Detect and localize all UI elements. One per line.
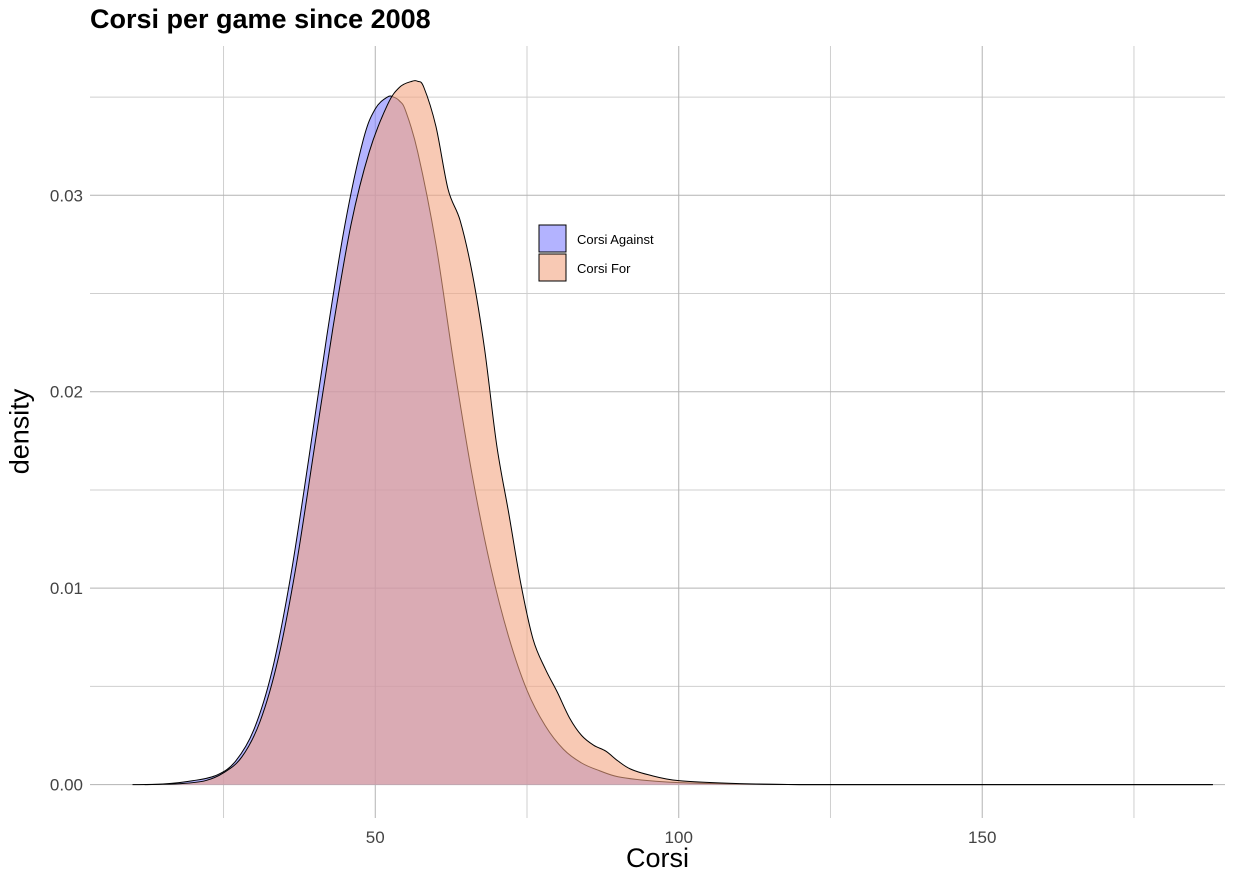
legend-label-corsi-for: Corsi For (577, 261, 631, 276)
x-tick-label: 150 (968, 828, 996, 847)
legend: Corsi Against Corsi For (538, 224, 654, 282)
density-area-corsi-for (144, 80, 1213, 785)
legend-label-corsi-against: Corsi Against (577, 232, 654, 247)
grid-lines (90, 46, 1225, 818)
chart-title: Corsi per game since 2008 (90, 4, 431, 34)
y-tick-label: 0.02 (50, 383, 83, 402)
legend-key-corsi-for (538, 253, 567, 282)
axis-ticks: 50 100 150 0.00 0.01 0.02 0.03 (50, 186, 997, 847)
y-tick-label: 0.01 (50, 579, 83, 598)
legend-key-corsi-against (538, 224, 567, 253)
density-areas (132, 80, 1213, 786)
density-outline-corsi-for (144, 80, 1213, 786)
x-axis-title: Corsi (625, 843, 689, 873)
x-tick-label: 50 (366, 828, 385, 847)
y-tick-label: 0.00 (50, 776, 83, 795)
y-axis-title: density (4, 388, 35, 475)
x-tick-label: 100 (665, 828, 693, 847)
y-tick-label: 0.03 (50, 186, 83, 205)
